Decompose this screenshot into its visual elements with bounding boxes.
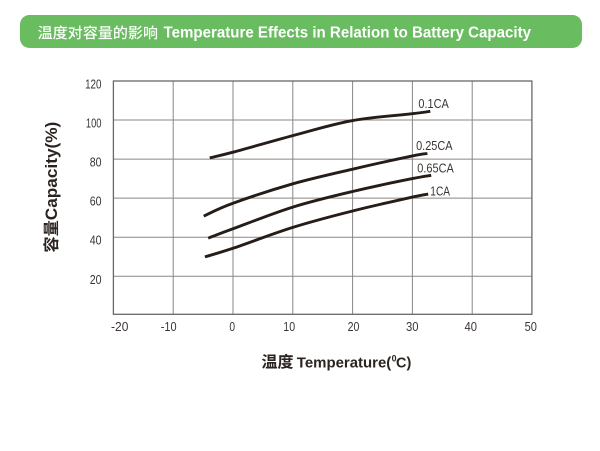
svg-text:Capacity(%): Capacity(%)	[43, 122, 61, 221]
svg-text:Temperature Effects in Relatio: Temperature Effects in Relation to Batte…	[164, 25, 532, 42]
svg-text:20: 20	[90, 272, 102, 287]
svg-text:10: 10	[283, 319, 295, 334]
svg-text:0.25CA: 0.25CA	[416, 138, 453, 153]
svg-text:40: 40	[464, 319, 477, 334]
svg-text:0: 0	[392, 353, 397, 363]
svg-text:1CA: 1CA	[430, 184, 450, 199]
svg-text:0.65CA: 0.65CA	[417, 161, 454, 176]
svg-text:80: 80	[90, 155, 102, 170]
svg-text:20: 20	[348, 319, 360, 334]
svg-text:-20: -20	[111, 319, 128, 334]
svg-text:Temperature(: Temperature(	[297, 356, 392, 372]
svg-text:120: 120	[85, 77, 101, 92]
svg-text:0.1CA: 0.1CA	[418, 96, 449, 111]
svg-text:-10: -10	[161, 319, 177, 334]
svg-text:C): C)	[396, 356, 411, 372]
svg-text:0: 0	[229, 319, 235, 334]
svg-text:30: 30	[406, 319, 419, 334]
svg-text:50: 50	[525, 319, 537, 334]
svg-text:60: 60	[90, 194, 102, 209]
svg-text:100: 100	[86, 116, 102, 131]
svg-text:40: 40	[90, 233, 102, 248]
